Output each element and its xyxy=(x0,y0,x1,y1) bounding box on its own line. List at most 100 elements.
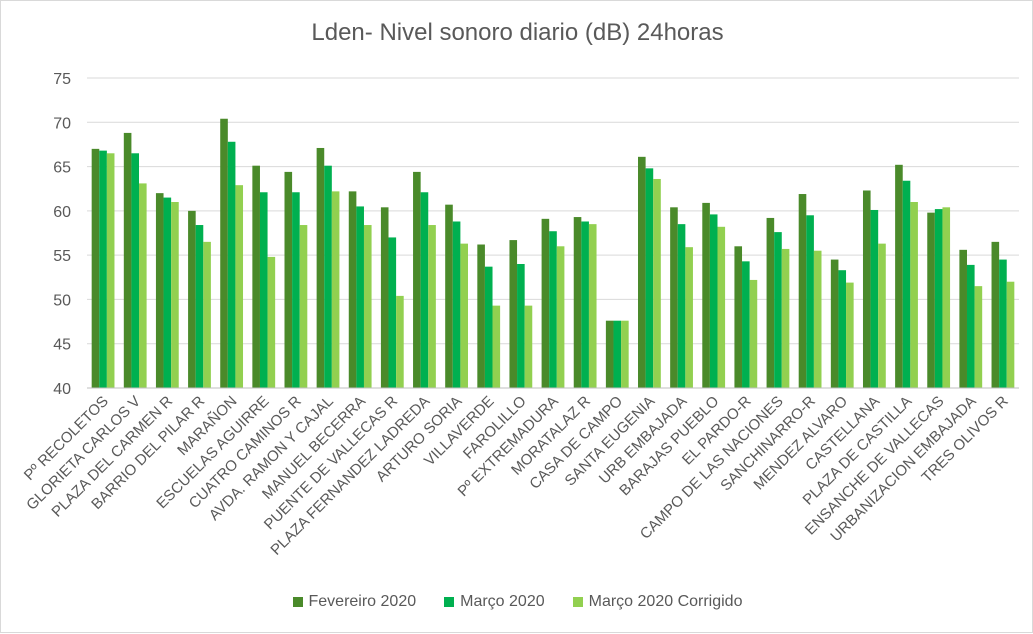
bar xyxy=(348,191,357,388)
bar xyxy=(284,171,293,388)
bar xyxy=(131,153,140,388)
bar xyxy=(509,240,518,388)
bar xyxy=(991,241,1000,388)
bar xyxy=(477,244,485,388)
bar xyxy=(556,246,565,388)
y-tick-label: 65 xyxy=(53,160,71,177)
bar xyxy=(702,202,710,388)
legend-label: Fevereiro 2020 xyxy=(308,593,417,610)
y-axis-tick-labels: 40 45 50 55 60 65 70 75 xyxy=(53,71,71,398)
bar xyxy=(774,232,782,388)
bar xyxy=(363,225,372,388)
bar xyxy=(1006,281,1015,388)
bar xyxy=(517,264,525,388)
bar xyxy=(484,266,493,388)
bar xyxy=(227,141,236,388)
bar xyxy=(902,180,911,388)
legend-item: Fevereiro 2020 xyxy=(292,593,417,611)
y-tick-label: 40 xyxy=(53,381,71,398)
bars xyxy=(91,118,1015,389)
bar xyxy=(220,118,228,389)
legend-label: Março 2020 Corrigido xyxy=(588,593,743,610)
bar xyxy=(670,207,678,388)
bar xyxy=(445,204,453,388)
bar xyxy=(870,209,879,388)
bar xyxy=(685,247,693,388)
bar xyxy=(388,237,397,388)
legend-item: Março 2020 Corrigido xyxy=(572,593,743,611)
bar xyxy=(621,320,629,388)
bar xyxy=(742,261,750,388)
legend: Fevereiro 2020 Março 2020 Março 2020 Corri… xyxy=(1,593,1033,611)
bar xyxy=(252,165,260,388)
y-tick-label: 60 xyxy=(53,204,71,221)
y-tick-label: 45 xyxy=(53,337,71,354)
bar xyxy=(413,171,421,388)
bar xyxy=(806,215,814,388)
bar xyxy=(910,202,918,388)
y-tick-label: 55 xyxy=(53,248,71,265)
bar xyxy=(324,165,332,388)
bar xyxy=(677,224,686,388)
bar xyxy=(605,320,614,388)
legend-label: Março 2020 xyxy=(460,593,545,610)
legend-swatch xyxy=(444,597,455,607)
legend-swatch xyxy=(572,597,583,607)
bar xyxy=(492,305,501,388)
bar xyxy=(460,243,468,388)
chart-title: Lden- Nivel sonoro diario (dB) 24horas xyxy=(311,19,724,46)
bar xyxy=(934,209,943,388)
bar xyxy=(966,264,975,388)
bar xyxy=(813,250,822,388)
bar xyxy=(452,221,461,388)
bar xyxy=(267,256,276,388)
bar xyxy=(235,185,244,388)
bar xyxy=(396,295,404,388)
legend-swatch xyxy=(292,597,303,607)
bar xyxy=(653,178,661,388)
bar xyxy=(91,148,100,388)
bar xyxy=(299,225,308,388)
bar xyxy=(895,164,903,388)
bar xyxy=(541,218,550,388)
bar xyxy=(259,192,268,388)
y-tick-label: 75 xyxy=(53,71,71,88)
bar xyxy=(139,183,147,388)
bar xyxy=(878,243,886,388)
bar xyxy=(781,248,790,388)
bar xyxy=(709,214,718,388)
bar xyxy=(645,168,654,388)
bar xyxy=(195,225,204,388)
bar xyxy=(734,246,743,388)
y-tick-label: 70 xyxy=(53,115,71,132)
bar xyxy=(188,210,196,388)
bar xyxy=(356,206,364,388)
bar xyxy=(380,207,389,388)
bar xyxy=(163,197,172,388)
bar xyxy=(766,217,775,388)
bar xyxy=(106,153,115,388)
bar xyxy=(549,231,557,388)
bar xyxy=(959,249,967,388)
bar xyxy=(613,320,622,388)
bar xyxy=(524,305,533,388)
bar xyxy=(717,226,726,388)
bar xyxy=(428,225,436,388)
bar xyxy=(573,217,582,388)
bar xyxy=(316,147,325,388)
bar xyxy=(203,241,211,388)
bar xyxy=(581,221,589,388)
bar xyxy=(420,192,429,388)
bar xyxy=(638,156,646,388)
bar xyxy=(749,279,758,388)
bar xyxy=(974,286,983,388)
bar xyxy=(292,192,300,388)
bar xyxy=(862,190,871,388)
bar xyxy=(942,207,951,388)
bar xyxy=(155,193,164,388)
bar xyxy=(999,259,1007,388)
bar xyxy=(99,150,107,388)
bar xyxy=(798,194,807,388)
